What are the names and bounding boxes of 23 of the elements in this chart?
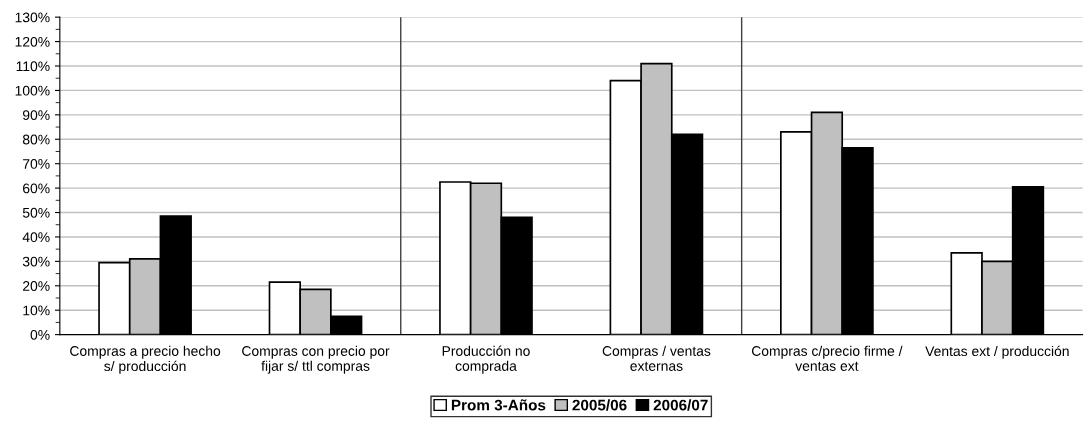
y-tick-label: 70%	[23, 159, 50, 169]
y-tick-label: 0%	[30, 329, 50, 340]
y-tick-label: 30%	[22, 256, 50, 267]
x-tick-label: Compras a precio hecho s/ producción	[70, 345, 221, 374]
legend-label: 2005/06	[572, 399, 627, 411]
y-tick-label: 20%	[23, 281, 50, 291]
legend-label: Prom 3-Años	[451, 399, 546, 411]
x-tick-label: Producción no comprada	[442, 345, 530, 374]
y-tick-label: 10%	[23, 305, 50, 316]
x-tick-label: Compras con precio por fijar s/ ttl compras	[242, 345, 390, 374]
y-tick-label: 80%	[22, 134, 50, 145]
y-tick-label: 50%	[22, 207, 50, 218]
y-tick-label: 90%	[22, 110, 50, 121]
y-tick-label: 120%	[15, 36, 50, 47]
x-tick-label: Ventas ext / producción	[925, 345, 1069, 359]
y-tick-label: 100%	[15, 85, 50, 96]
y-tick-label: 130%	[15, 12, 50, 23]
y-tick-label: 110%	[16, 61, 50, 72]
y-tick-label: 60%	[23, 183, 50, 194]
y-tick-label: 40%	[22, 232, 50, 243]
legend-label: 2006/07	[653, 399, 708, 411]
x-tick-label: Compras c/precio firme / ventas ext	[751, 345, 903, 371]
x-tick-label: Compras / ventas externas	[602, 345, 711, 371]
